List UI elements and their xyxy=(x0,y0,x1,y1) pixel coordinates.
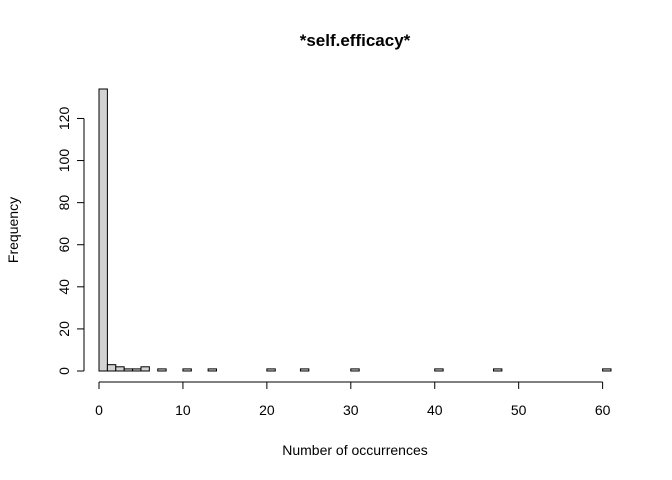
x-axis-label: Number of occurrences xyxy=(282,442,428,458)
histogram-bar xyxy=(140,366,150,372)
histogram-bar xyxy=(123,368,134,372)
x-axis: 0 10 20 30 40 50 60 xyxy=(95,381,611,418)
x-tick-label: 30 xyxy=(343,402,359,418)
histogram-bar xyxy=(132,368,142,372)
y-tick-label: 80 xyxy=(56,195,72,211)
x-tick-label: 10 xyxy=(175,402,191,418)
y-tick-label: 120 xyxy=(56,107,72,131)
chart-title: *self.efficacy* xyxy=(300,31,411,50)
y-axis-label: Frequency xyxy=(5,197,21,263)
histogram-bar xyxy=(182,368,192,372)
histogram-bar xyxy=(299,368,310,372)
histogram-bar xyxy=(434,368,444,372)
y-tick-label: 60 xyxy=(56,237,72,253)
x-tick-label: 60 xyxy=(595,402,611,418)
y-tick-label: 40 xyxy=(56,279,72,295)
histogram-bar xyxy=(115,366,125,372)
histogram-bar xyxy=(350,368,360,372)
bars-group xyxy=(98,88,612,372)
histogram-bar xyxy=(106,364,117,372)
y-tick-label: 100 xyxy=(56,149,72,173)
histogram-bar xyxy=(602,368,612,372)
histogram-bar xyxy=(492,368,503,372)
y-tick-label: 20 xyxy=(56,321,72,337)
y-tick-label: 0 xyxy=(56,367,72,375)
x-tick-label: 20 xyxy=(259,402,275,418)
histogram-bar xyxy=(207,368,218,372)
y-axis: 0 20 40 60 80 100 120 xyxy=(56,107,85,375)
histogram-bar xyxy=(98,88,108,372)
histogram-bar xyxy=(266,368,276,372)
x-tick-label: 50 xyxy=(511,402,527,418)
histogram-bar xyxy=(157,368,167,372)
x-tick-label: 0 xyxy=(95,402,103,418)
x-tick-label: 40 xyxy=(427,402,443,418)
